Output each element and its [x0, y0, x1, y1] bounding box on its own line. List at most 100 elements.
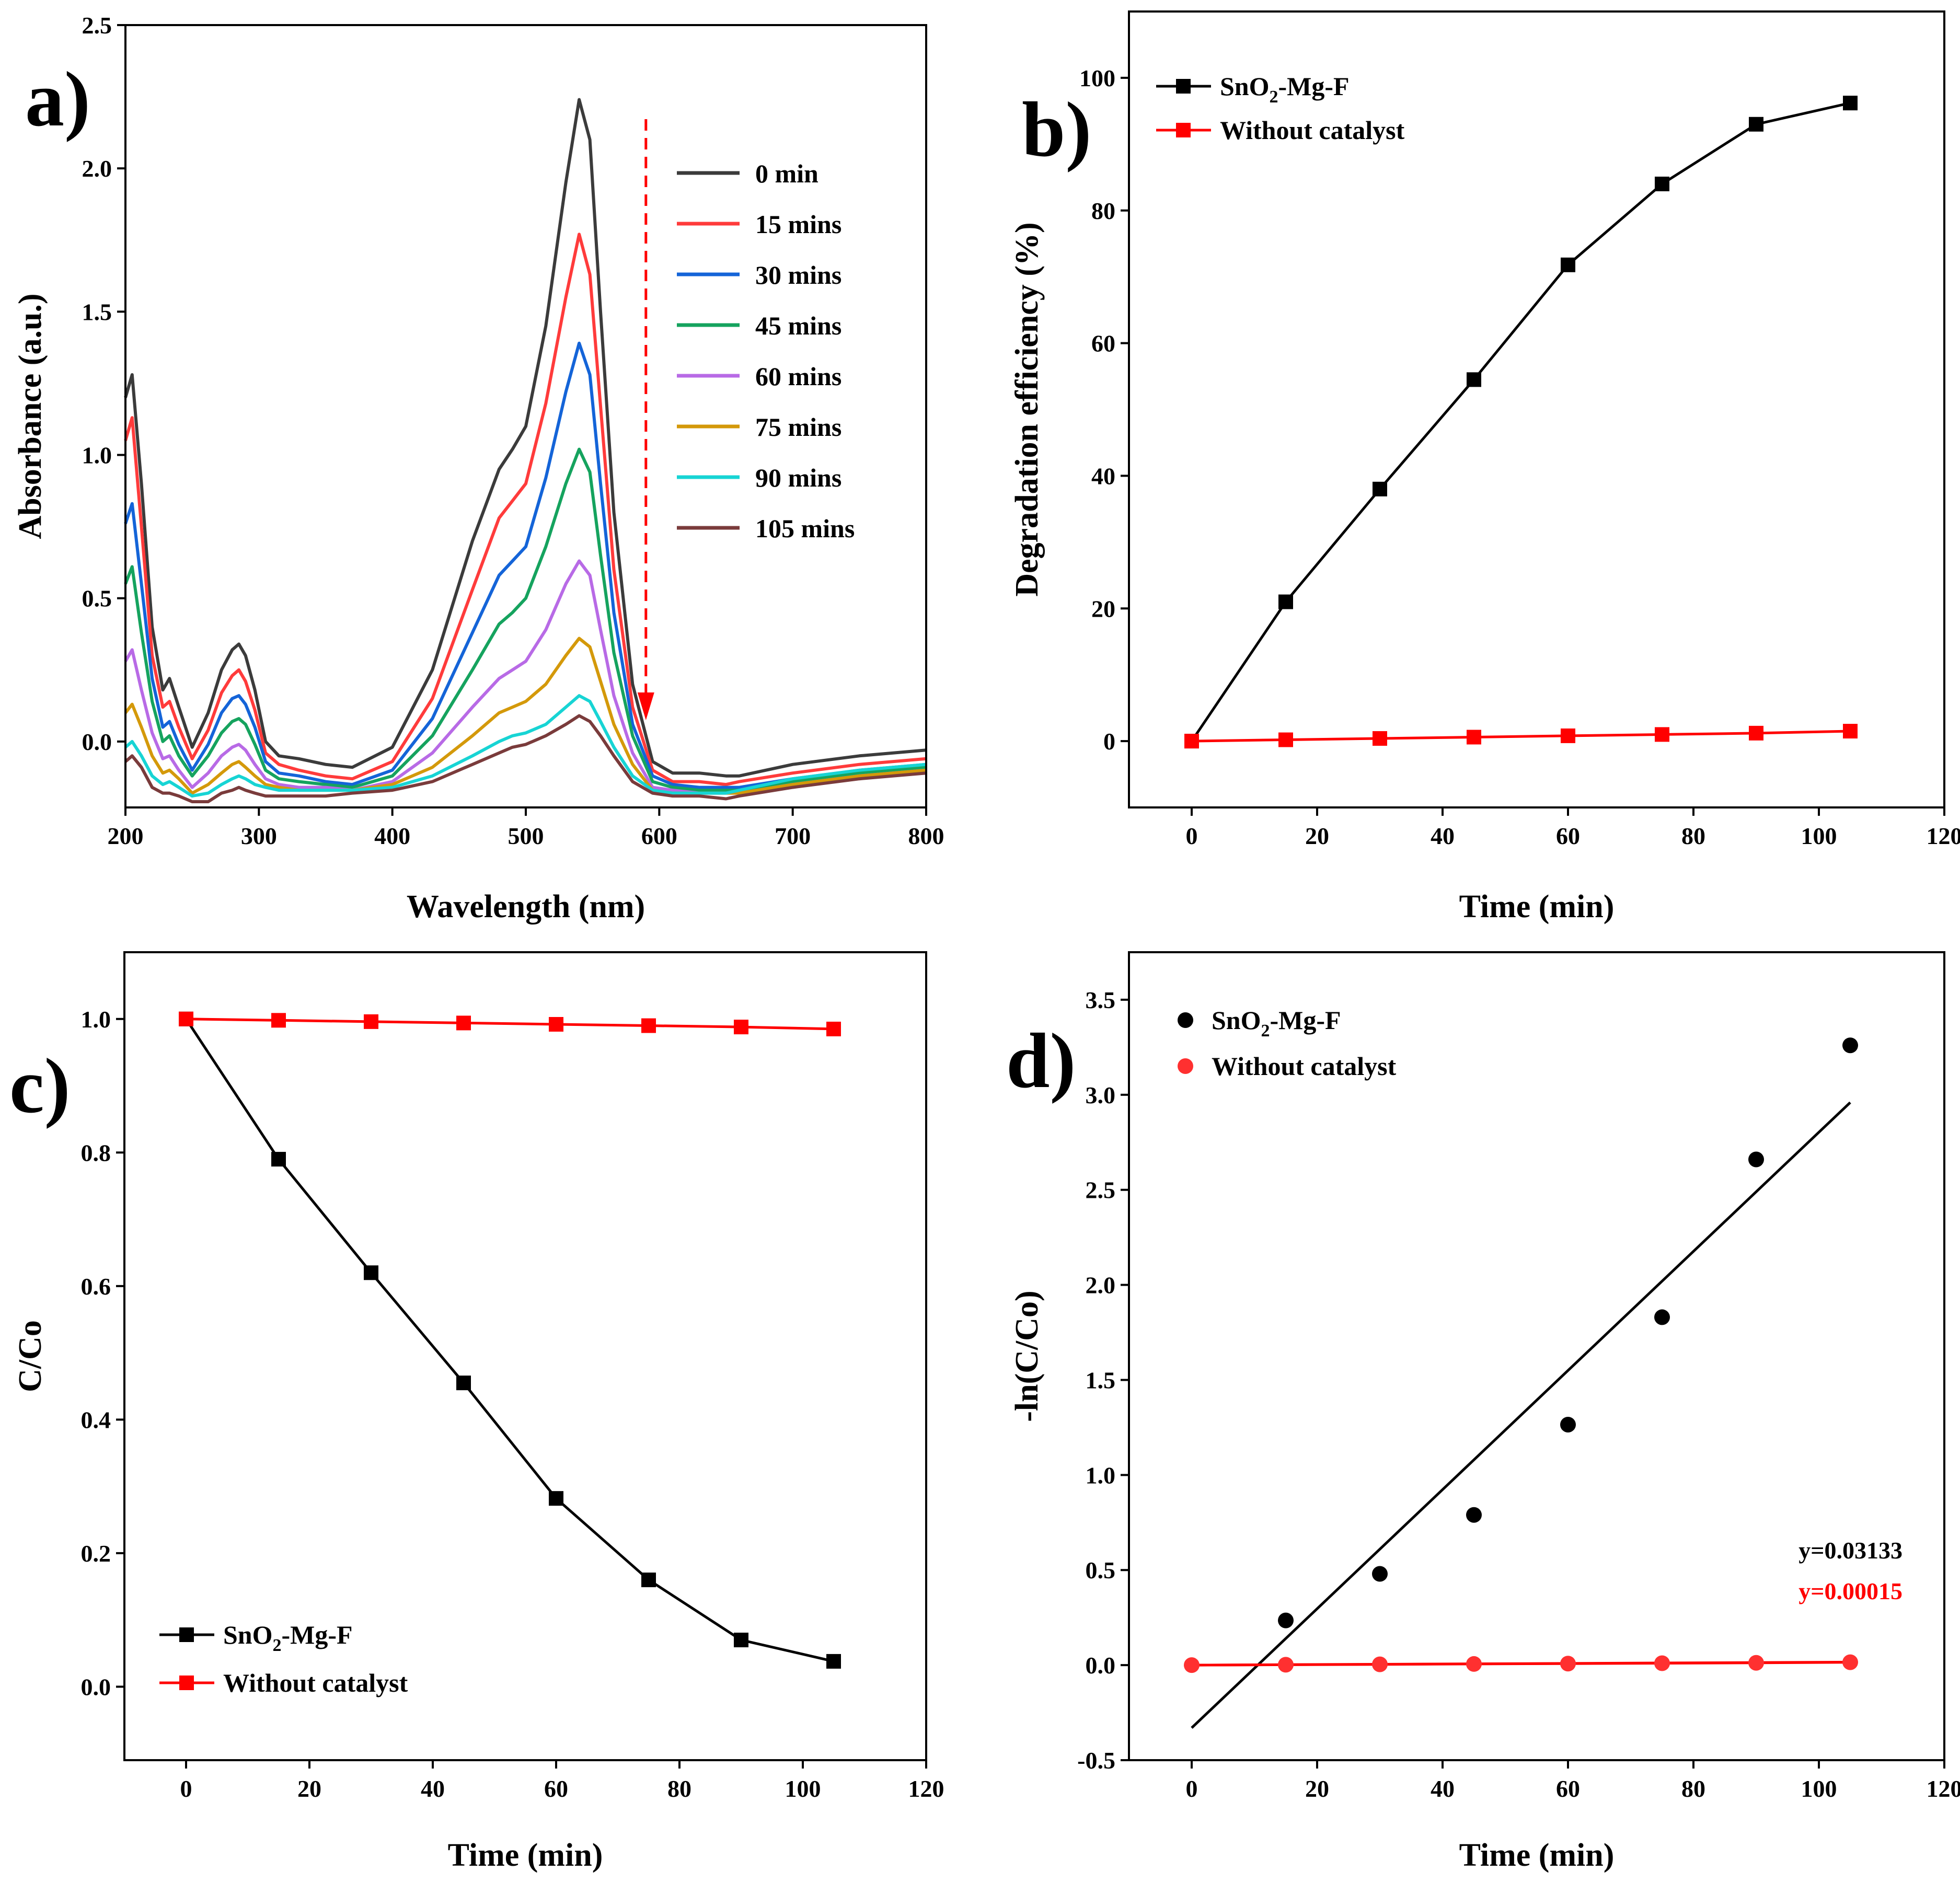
panel-d-frame	[1128, 951, 1945, 1761]
panel-b-ytick-label: 40	[1091, 463, 1115, 489]
panel-a-ylabel: Absorbance (a.u.)	[13, 293, 48, 539]
panel-d-xtick-label: 0	[1186, 1775, 1198, 1802]
data-point	[456, 1376, 471, 1391]
data-point	[1184, 1657, 1200, 1673]
panel-d-ytick-label: 2.0	[1086, 1272, 1116, 1299]
panel-d-equation-catalyst: y=0.03133	[1798, 1537, 1903, 1564]
panel-c-ytick-label: 0.0	[81, 1673, 111, 1700]
data-point	[1373, 481, 1387, 496]
legend-swatch-marker	[1176, 79, 1191, 94]
panel-a-label: a)	[25, 56, 90, 143]
legend-label-series-0: SnO2-Mg-F	[223, 1620, 353, 1655]
spectrum-line-90-mins	[124, 694, 927, 798]
panel-c-ytick-label: 0.2	[81, 1540, 111, 1567]
data-point	[1560, 1416, 1576, 1432]
data-point	[271, 1013, 286, 1028]
data-point	[1278, 1657, 1294, 1673]
panel-c-xtick-label: 40	[421, 1775, 445, 1802]
data-point	[364, 1265, 378, 1280]
data-point	[826, 1654, 841, 1669]
panel-d-xtick-label: 80	[1681, 1775, 1705, 1802]
spectrum-line-45-mins	[124, 447, 927, 792]
panel-c-ytick-label: 0.4	[81, 1406, 111, 1433]
panel-b-xtick-label: 40	[1431, 823, 1455, 849]
panel-c-xtick-label: 20	[297, 1775, 321, 1802]
panel-b-ytick-label: 100	[1079, 65, 1115, 91]
panel-b-xtick-label: 60	[1556, 823, 1580, 849]
data-point	[179, 1011, 193, 1026]
panel-c-ytick-label: 1.0	[81, 1006, 111, 1033]
spectrum-line-0-min	[124, 98, 927, 778]
legend-label-series-0: SnO2-Mg-F	[1220, 72, 1350, 107]
series-line-1	[1191, 1661, 1851, 1667]
legend-swatch-marker	[179, 1627, 194, 1642]
legend-swatch-marker	[1178, 1012, 1193, 1028]
panel-d-xtick-label: 40	[1431, 1775, 1455, 1802]
panel-b-xtick-label: 20	[1305, 823, 1329, 849]
panel-d-ytick-label: 3.0	[1086, 1082, 1116, 1108]
legend-label-0-min: 0 min	[755, 159, 818, 188]
series-line-0	[185, 1018, 834, 1663]
legend-label-45-mins: 45 mins	[755, 311, 841, 340]
panel-a-xtick-label: 600	[641, 823, 677, 849]
legend-label-105-mins: 105 mins	[755, 514, 855, 543]
data-point	[1655, 727, 1669, 742]
legend-label-series-1: Without catalyst	[1212, 1052, 1397, 1081]
panel-c: c) 0 20 40 60 80 100 120 0.0 0.2 0.4 0.6 0.8 1.0 Tim…	[9, 951, 944, 1873]
panel-a-xtick-label: 200	[108, 823, 144, 849]
spectrum-line-15-mins	[124, 233, 927, 787]
panel-c-xtick-label: 100	[785, 1775, 821, 1802]
panel-a-ytick-label: 0.5	[82, 585, 112, 612]
legend-label-series-1: Without catalyst	[1220, 115, 1405, 145]
panel-c-xlabel: Time (min)	[448, 1838, 603, 1873]
panel-b-xtick-label: 80	[1681, 823, 1705, 849]
data-point	[1278, 594, 1293, 609]
panel-b-ytick-label: 20	[1091, 595, 1115, 622]
panel-d-xlabel: Time (min)	[1459, 1838, 1615, 1873]
series-line-0	[1190, 101, 1851, 742]
panel-a-xlabel: Wavelength (nm)	[407, 889, 645, 925]
data-point	[1467, 730, 1481, 745]
data-point	[1466, 1507, 1482, 1523]
panel-d-ytick-label: 0.5	[1086, 1557, 1116, 1584]
series-line-1	[186, 1018, 834, 1031]
panel-d-label: d)	[1006, 1018, 1076, 1104]
panel-a-xtick-label: 800	[908, 823, 944, 849]
panel-c-ytick-label: 0.6	[81, 1273, 111, 1300]
panel-c-xtick-label: 0	[180, 1775, 192, 1802]
decrease-arrow-head	[637, 692, 654, 720]
panel-d-ytick-label: 1.0	[1086, 1462, 1116, 1488]
data-point	[1373, 731, 1387, 746]
panel-a-xtick-label: 500	[508, 823, 544, 849]
data-point	[549, 1016, 563, 1032]
data-point	[1184, 734, 1199, 749]
panel-d-xtick-label: 20	[1305, 1775, 1329, 1802]
data-point	[734, 1020, 748, 1035]
panel-b-ytick-label: 60	[1091, 330, 1115, 357]
data-point	[1561, 257, 1575, 272]
data-point	[271, 1152, 286, 1167]
spectrum-line-105-mins	[124, 714, 927, 803]
legend-swatch-marker	[1176, 123, 1191, 137]
legend-label-15-mins: 15 mins	[755, 210, 841, 239]
spectrum-line-30-mins	[124, 341, 927, 789]
data-point	[1748, 1655, 1764, 1671]
data-point	[641, 1573, 656, 1588]
data-point	[1654, 1655, 1670, 1671]
data-point	[1372, 1566, 1388, 1582]
panel-d-ytick-label: 2.5	[1086, 1177, 1116, 1204]
data-point	[1372, 1656, 1388, 1672]
panel-d-ytick-label: -0.5	[1077, 1747, 1115, 1774]
panel-a-xtick-label: 400	[374, 823, 410, 849]
panel-b-xtick-label: 100	[1801, 823, 1837, 849]
data-point	[1842, 1037, 1858, 1054]
panel-b-ylabel: Degradation efficiency (%)	[1009, 222, 1045, 596]
data-point	[1560, 1656, 1576, 1672]
legend-label-series-0: SnO2-Mg-F	[1212, 1006, 1341, 1041]
legend-label-30-mins: 30 mins	[755, 260, 841, 290]
data-point	[456, 1015, 471, 1031]
data-point	[1278, 1612, 1294, 1628]
panel-d-xtick-label: 120	[1927, 1775, 1960, 1802]
